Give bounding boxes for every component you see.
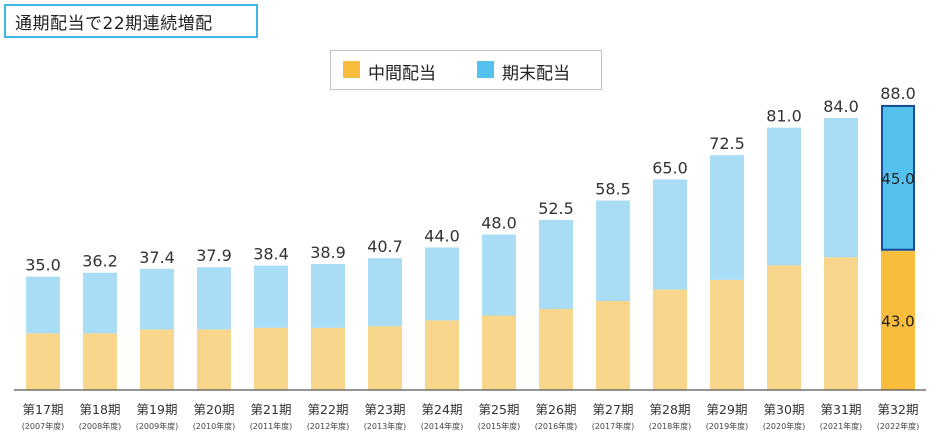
category-label: 第23期 [365, 402, 406, 417]
category-sublabel: (2022年度) [877, 421, 920, 431]
category-label: 第27期 [593, 402, 634, 417]
legend: 中間配当 期末配当 [330, 50, 602, 90]
bar-interim [26, 333, 60, 390]
bar-final [653, 179, 687, 290]
total-value-label: 72.5 [709, 134, 745, 153]
total-value-label: 37.4 [139, 248, 175, 267]
category-sublabel: (2019年度) [706, 421, 749, 431]
chart-title-box: 通期配当で22期連続増配 [4, 4, 258, 38]
category-label: 第32期 [878, 402, 919, 417]
category-label: 第31期 [821, 402, 862, 417]
bar-interim [140, 329, 174, 390]
category-label: 第28期 [650, 402, 691, 417]
bar-interim [482, 315, 516, 390]
total-value-label: 44.0 [424, 226, 460, 245]
category-label: 第22期 [308, 402, 349, 417]
total-value-label: 40.7 [367, 237, 403, 256]
category-sublabel: (2007年度) [22, 421, 65, 431]
legend-swatch-final [477, 61, 494, 78]
bar-interim [254, 327, 288, 390]
total-value-label: 36.2 [82, 252, 118, 271]
bar-interim [710, 279, 744, 390]
category-label: 第17期 [23, 402, 64, 417]
interim-value-label: 43.0 [881, 312, 914, 330]
bar-final [311, 263, 345, 328]
bar-final [482, 234, 516, 316]
category-label: 第19期 [137, 402, 178, 417]
bar-final [197, 267, 231, 330]
total-value-label: 84.0 [823, 97, 859, 116]
total-value-label: 38.9 [310, 243, 346, 262]
category-sublabel: (2015年度) [478, 421, 521, 431]
bar-interim [539, 309, 573, 390]
total-value-label: 35.0 [25, 256, 61, 275]
bar-final [596, 200, 630, 301]
bar-final [26, 276, 60, 334]
category-sublabel: (2021年度) [820, 421, 863, 431]
category-label: 第26期 [536, 402, 577, 417]
bar-final [767, 127, 801, 266]
total-value-label: 65.0 [652, 158, 688, 177]
bar-interim [653, 289, 687, 390]
chart-title: 通期配当で22期連続増配 [15, 13, 213, 34]
total-value-label: 81.0 [766, 107, 802, 126]
legend-swatch-interim [343, 61, 360, 78]
category-label: 第24期 [422, 402, 463, 417]
bar-interim [311, 327, 345, 390]
bar-final [368, 258, 402, 327]
bar-final [881, 104, 915, 251]
bar-interim [83, 333, 117, 390]
bar-final [254, 265, 288, 328]
category-sublabel: (2017年度) [592, 421, 635, 431]
bar-interim [881, 250, 915, 390]
category-sublabel: (2016年度) [535, 421, 578, 431]
total-value-label: 52.5 [538, 199, 574, 218]
category-sublabel: (2010年度) [193, 421, 236, 431]
legend-label-final: 期末配当 [502, 64, 570, 84]
bar-interim [767, 265, 801, 390]
category-sublabel: (2020年度) [763, 421, 806, 431]
category-label: 第20期 [194, 402, 235, 417]
bar-final-outline [881, 104, 915, 251]
bar-interim [425, 320, 459, 390]
category-sublabel: (2008年度) [79, 421, 122, 431]
category-sublabel: (2012年度) [307, 421, 350, 431]
category-sublabel: (2011年度) [250, 421, 293, 431]
total-value-label: 37.9 [196, 246, 232, 265]
bar-interim [368, 326, 402, 390]
category-sublabel: (2018年度) [649, 421, 692, 431]
category-label: 第29期 [707, 402, 748, 417]
bar-final [539, 219, 573, 310]
bar-interim [197, 329, 231, 390]
total-value-label: 38.4 [253, 245, 289, 264]
bar-interim [824, 257, 858, 390]
total-value-label: 58.5 [595, 180, 631, 199]
bar-interim [596, 300, 630, 390]
bar-final [83, 272, 117, 334]
total-value-label: 88.0 [880, 84, 916, 103]
bar-final [710, 155, 744, 280]
category-sublabel: (2009年度) [136, 421, 179, 431]
category-sublabel: (2013年度) [364, 421, 407, 431]
total-value-label: 48.0 [481, 214, 517, 233]
bar-final [824, 117, 858, 258]
category-label: 第21期 [251, 402, 292, 417]
final-value-label: 45.0 [881, 170, 914, 188]
legend-label-interim: 中間配当 [368, 64, 436, 84]
bar-final [425, 247, 459, 321]
category-sublabel: (2014年度) [421, 421, 464, 431]
category-label: 第18期 [80, 402, 121, 417]
bar-final [140, 268, 174, 330]
category-label: 第30期 [764, 402, 805, 417]
category-label: 第25期 [479, 402, 520, 417]
